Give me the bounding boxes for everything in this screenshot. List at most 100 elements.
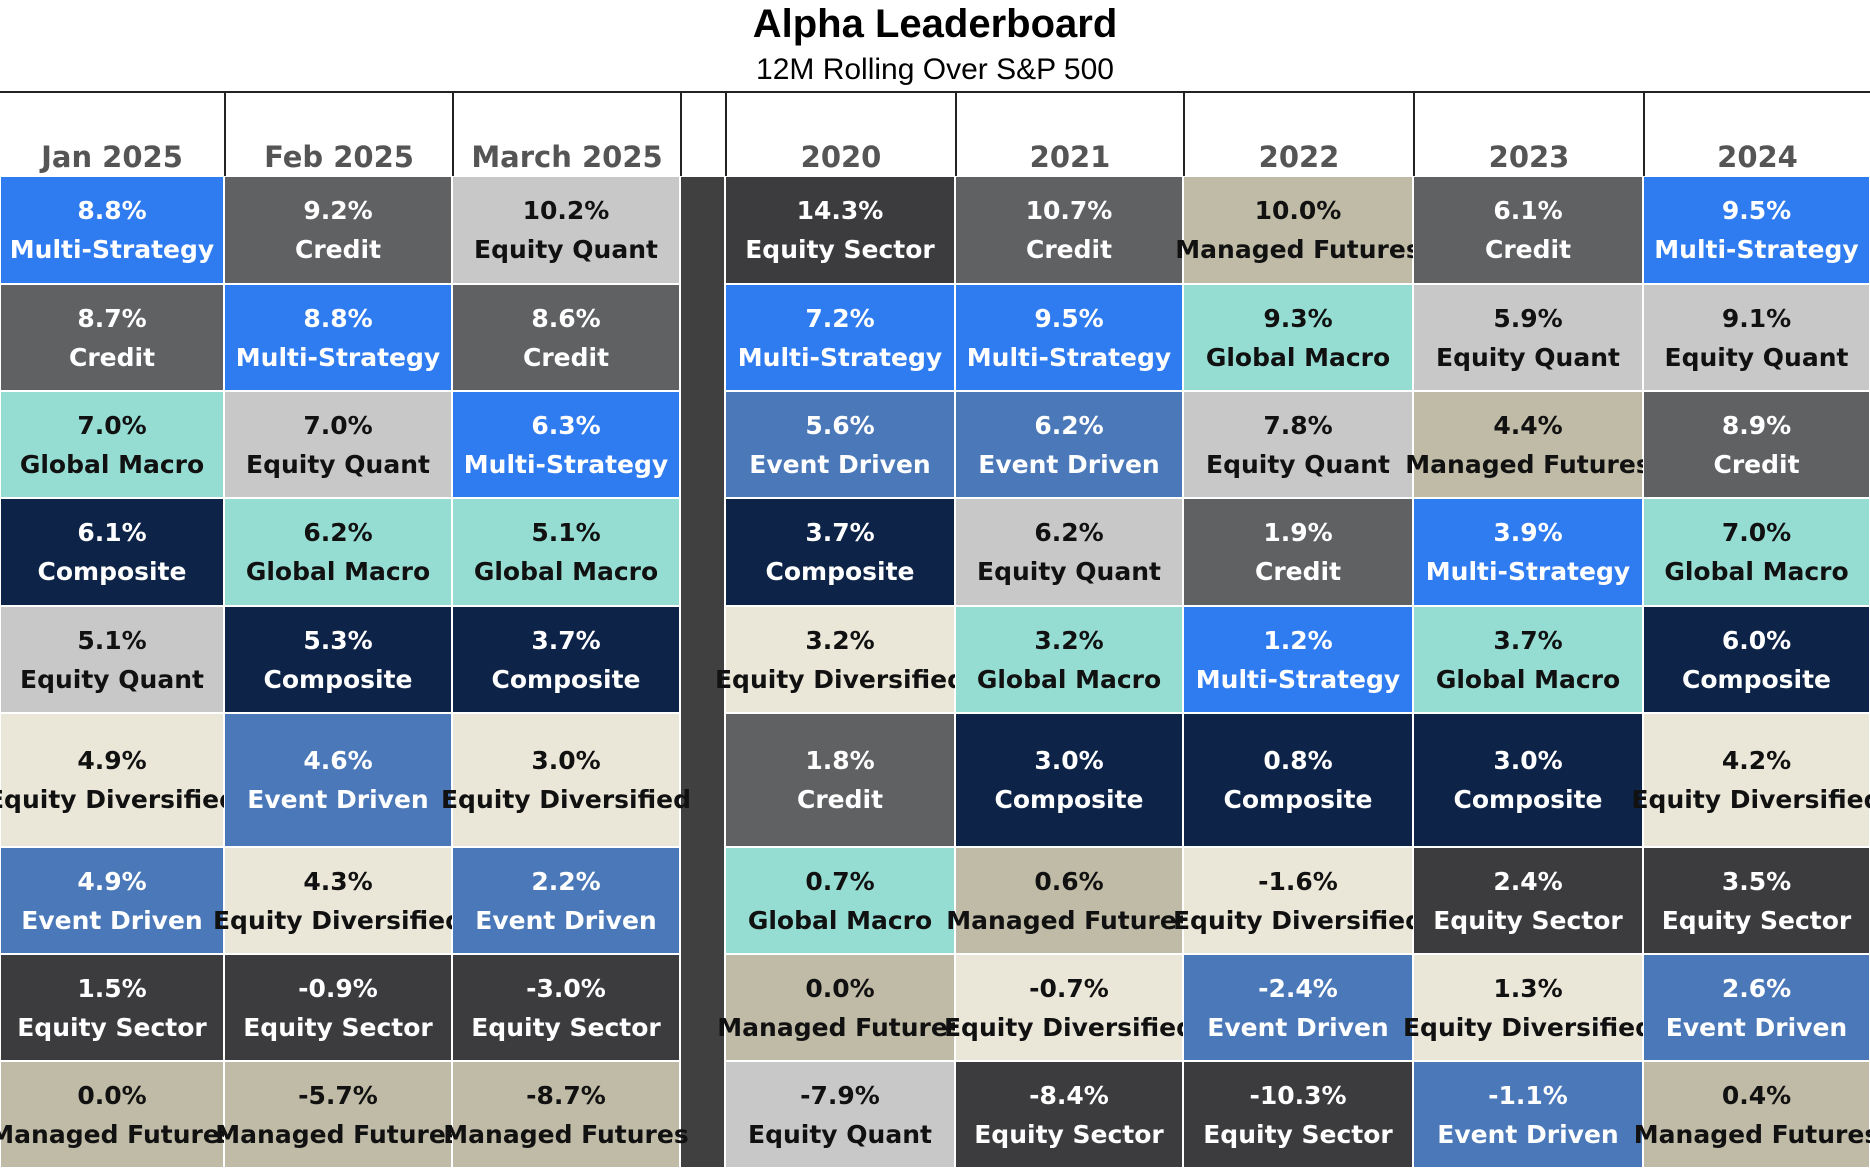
- cell: 8.8% Multi-Strategy: [0, 176, 224, 284]
- cell-strategy: Equity Diversified: [714, 664, 966, 694]
- cell: 3.2% Global Macro: [955, 606, 1183, 713]
- cell-value: 0.6%: [1034, 866, 1104, 896]
- cell: 5.9% Equity Quant: [1413, 284, 1643, 391]
- cell-strategy: Global Macro: [19, 449, 205, 479]
- cell-value: 4.2%: [1721, 746, 1792, 775]
- cell-strategy: Equity Diversified: [212, 905, 464, 935]
- cell: -1.6% Equity Diversified: [1173, 847, 1423, 954]
- cell-strategy: Event Driven: [978, 449, 1160, 479]
- cell: 0.4% Managed Futures: [1634, 1061, 1870, 1168]
- cell: 6.2% Global Macro: [224, 498, 452, 606]
- cell-value: 5.3%: [303, 625, 373, 655]
- cell-value: 9.1%: [1721, 303, 1792, 333]
- cell-strategy: Multi-Strategy: [235, 342, 441, 372]
- cell-strategy: Equity Sector: [17, 1012, 207, 1042]
- cell: 4.6% Event Driven: [224, 713, 452, 847]
- cell-value: 6.2%: [303, 518, 373, 547]
- cell-value: 5.1%: [77, 625, 147, 655]
- cell-value: 7.0%: [77, 410, 147, 440]
- cell-strategy: Multi-Strategy: [1195, 664, 1401, 694]
- cell: 0.6% Managed Futures: [946, 847, 1192, 954]
- cell-strategy: Managed Futures: [946, 905, 1192, 935]
- cell-strategy: Global Macro: [1205, 342, 1391, 372]
- cell-strategy: Credit: [796, 785, 884, 814]
- cell: 4.9% Event Driven: [0, 847, 224, 954]
- cell-strategy: Composite: [1223, 785, 1373, 814]
- cell-strategy: Credit: [1713, 449, 1800, 479]
- cell-value: -10.3%: [1249, 1080, 1347, 1110]
- cell-value: 5.9%: [1493, 303, 1563, 333]
- cell: 0.7% Global Macro: [725, 847, 955, 954]
- cell: 7.8% Equity Quant: [1183, 391, 1413, 498]
- cell-value: 8.8%: [303, 303, 373, 333]
- cell: -7.9% Equity Quant: [725, 1061, 955, 1168]
- cell-value: 10.2%: [522, 196, 610, 225]
- cell-value: 1.5%: [77, 973, 147, 1003]
- cell: -3.0% Equity Sector: [452, 954, 680, 1061]
- cell-strategy: Equity Sector: [471, 1012, 661, 1042]
- cell-value: 3.7%: [805, 518, 875, 547]
- cell: 7.2% Multi-Strategy: [725, 284, 955, 391]
- column-header: Feb 2025: [224, 93, 452, 176]
- cell: 7.0% Equity Quant: [224, 391, 452, 498]
- cell-strategy: Equity Diversified: [1631, 785, 1870, 814]
- cell-strategy: Equity Quant: [1206, 449, 1390, 479]
- cell-value: -7.9%: [800, 1080, 880, 1110]
- cell-value: 2.2%: [531, 866, 601, 896]
- cell-strategy: Equity Quant: [1436, 342, 1620, 372]
- cell: 9.5% Multi-Strategy: [1643, 176, 1870, 284]
- cell: 3.2% Equity Diversified: [715, 606, 965, 713]
- cell-value: 8.8%: [77, 196, 147, 225]
- cell: -2.4% Event Driven: [1183, 954, 1413, 1061]
- cell-strategy: Multi-Strategy: [1425, 557, 1631, 586]
- cell-strategy: Multi-Strategy: [737, 342, 943, 372]
- cell-value: 9.3%: [1263, 303, 1333, 333]
- cell: 10.0% Managed Futures: [1175, 176, 1421, 284]
- cell: 5.1% Equity Quant: [0, 606, 224, 713]
- cell-strategy: Event Driven: [1665, 1012, 1848, 1042]
- cell: 9.3% Global Macro: [1183, 284, 1413, 391]
- cell-value: -0.9%: [298, 973, 378, 1003]
- cell: -5.7% Managed Futures: [215, 1061, 461, 1168]
- cell-strategy: Equity Quant: [246, 449, 430, 479]
- cell-strategy: Global Macro: [245, 557, 431, 586]
- cell-strategy: Equity Diversified: [943, 1012, 1195, 1042]
- cell: 1.8% Credit: [725, 713, 955, 847]
- cell-value: 7.0%: [1721, 518, 1792, 547]
- column-header: Jan 2025: [41, 140, 183, 174]
- cell-value: 1.2%: [1263, 625, 1333, 655]
- cell-value: 1.3%: [1493, 973, 1563, 1003]
- cell-value: 6.3%: [531, 410, 601, 440]
- cell-strategy: Event Driven: [1207, 1012, 1389, 1042]
- cell-strategy: Multi-Strategy: [9, 235, 215, 264]
- cell: 1.5% Equity Sector: [0, 954, 224, 1061]
- cell-strategy: Composite: [491, 664, 641, 694]
- cell-strategy: Composite: [765, 557, 915, 586]
- cell-value: 10.0%: [1254, 196, 1342, 225]
- column-header: 2022: [1183, 93, 1413, 176]
- cell: 0.0% Managed Futures: [717, 954, 963, 1061]
- cell-strategy: Equity Diversified: [0, 785, 238, 814]
- cell: 6.2% Event Driven: [955, 391, 1183, 498]
- cell-value: 8.6%: [531, 303, 601, 333]
- column-header: 2023: [1413, 93, 1643, 176]
- cell-strategy: Event Driven: [1437, 1119, 1619, 1149]
- cell: 3.7% Composite: [452, 606, 680, 713]
- cell-strategy: Global Macro: [1664, 557, 1849, 586]
- cell-strategy: Event Driven: [749, 449, 931, 479]
- cell: 8.8% Multi-Strategy: [224, 284, 452, 391]
- cell-value: 0.0%: [77, 1080, 147, 1110]
- cell-value: 2.6%: [1721, 973, 1792, 1003]
- cell: 0.0% Managed Futures: [0, 1061, 235, 1168]
- cell: 0.8% Composite: [1183, 713, 1413, 847]
- cell: 1.9% Credit: [1183, 498, 1413, 606]
- cell: 4.4% Managed Futures: [1405, 391, 1651, 498]
- cell-value: 8.7%: [77, 303, 147, 333]
- cell-strategy: Managed Futures: [1633, 1119, 1870, 1149]
- cell-value: 4.9%: [77, 866, 147, 896]
- cell: 10.2% Equity Quant: [452, 176, 680, 284]
- cell-strategy: Equity Sector: [1203, 1119, 1393, 1149]
- cell: -10.3% Equity Sector: [1183, 1061, 1413, 1168]
- cell-value: 4.4%: [1493, 410, 1563, 440]
